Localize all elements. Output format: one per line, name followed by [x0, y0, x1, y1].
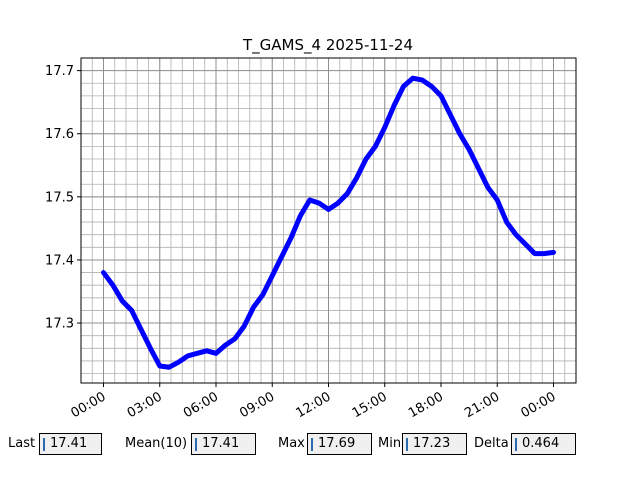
- x-tick-label: 06:00: [181, 389, 221, 420]
- series-line: [101, 75, 556, 370]
- chart-title: T_GAMS_4 2025-11-24: [242, 36, 413, 55]
- y-tick-label: 17.6: [45, 127, 74, 142]
- stat-min-value: 17.23: [413, 436, 451, 451]
- stat-last-field[interactable]: 17.41: [39, 433, 102, 455]
- y-axis: 17.3 17.4 17.5 17.6 17.7: [45, 64, 81, 332]
- stat-min-label: Min: [378, 436, 402, 451]
- x-tick-label: 15:00: [350, 389, 390, 420]
- text-cursor: [195, 438, 197, 451]
- stat-last-value: 17.41: [50, 436, 88, 451]
- x-tick-label: 00:00: [69, 389, 109, 420]
- stat-min-field[interactable]: 17.23: [402, 433, 467, 455]
- text-cursor: [515, 438, 517, 451]
- major-grid: [81, 58, 576, 383]
- stat-mean-label: Mean(10): [125, 436, 188, 451]
- y-tick-label: 17.4: [45, 253, 74, 268]
- text-cursor: [43, 438, 45, 451]
- line-chart: 17.3 17.4 17.5 17.6 17.7 00:00 03:00 06:00 09:0…: [45, 36, 577, 420]
- x-tick-label: 09:00: [237, 389, 277, 420]
- stat-max-label: Max: [278, 436, 305, 451]
- stat-max-field[interactable]: 17.69: [307, 433, 372, 455]
- x-tick-label: 18:00: [406, 389, 446, 420]
- x-tick-label: 21:00: [462, 389, 502, 420]
- y-tick-label: 17.7: [45, 64, 74, 79]
- stat-mean-value: 17.41: [202, 436, 240, 451]
- x-tick-label: 03:00: [125, 389, 165, 420]
- stat-delta-label: Delta: [474, 436, 509, 451]
- stat-delta-value: 0.464: [522, 436, 560, 451]
- stat-mean-field[interactable]: 17.41: [191, 433, 256, 455]
- stat-max-value: 17.69: [318, 436, 356, 451]
- text-cursor: [406, 438, 408, 451]
- x-tick-label: 12:00: [294, 389, 334, 420]
- stat-last-label: Last: [8, 436, 36, 451]
- y-tick-label: 17.3: [45, 317, 74, 332]
- y-tick-label: 17.5: [45, 190, 74, 205]
- x-axis: 00:00 03:00 06:00 09:00 12:00 15:00 18:00 21:00…: [69, 383, 559, 420]
- stat-delta-field[interactable]: 0.464: [511, 433, 576, 455]
- text-cursor: [311, 438, 313, 451]
- x-tick-label: 00:00: [519, 389, 559, 420]
